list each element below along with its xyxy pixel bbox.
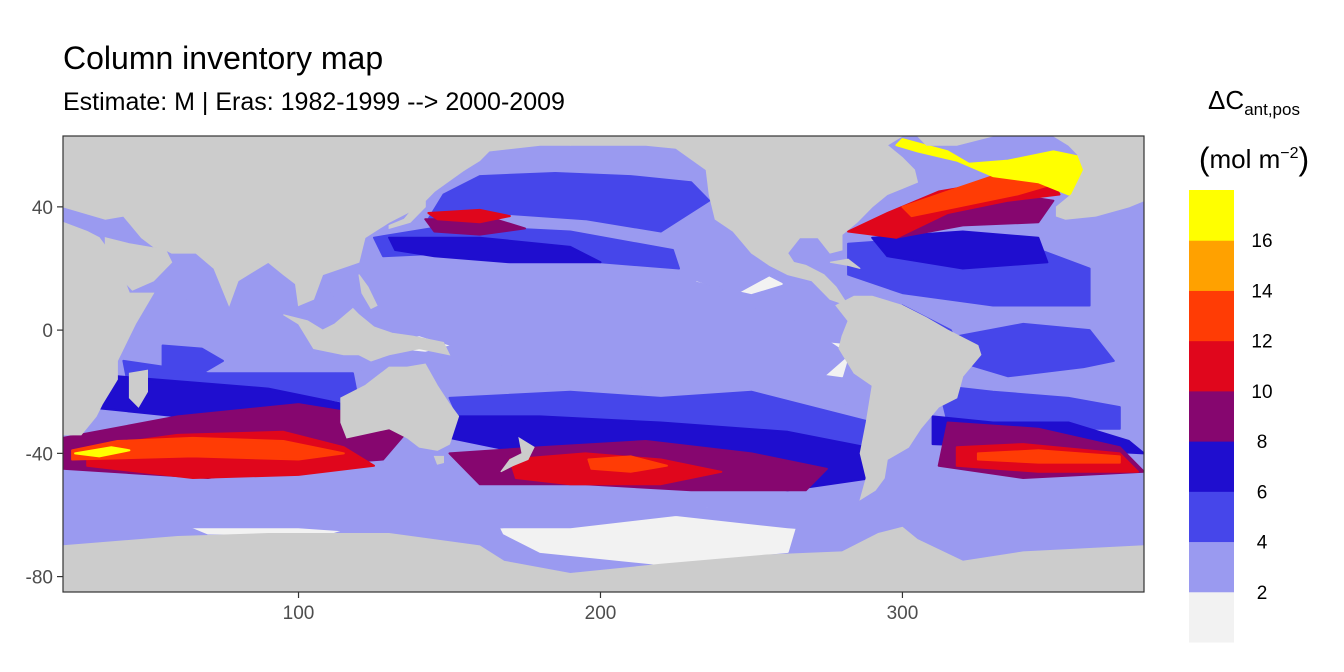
region-kuroshio-red [427, 208, 511, 224]
legend-swatch-0 [1189, 591, 1234, 643]
y-tick-label--40: -40 [26, 444, 53, 465]
land-africa [63, 221, 155, 436]
legend-swatch-2 [1189, 491, 1234, 543]
legend-unit: (mol m−2) [1198, 141, 1310, 177]
region-southern-ocean-outer-belt [63, 489, 1144, 535]
land-south-america [835, 295, 982, 501]
legend-swatch-1 [1189, 541, 1234, 593]
region-atlantic-orange-streak [976, 449, 1121, 464]
x-tick-label-100: 100 [283, 603, 315, 624]
region-atlantic-subtropical-deep [871, 230, 1049, 270]
land-antarctica [63, 526, 1144, 592]
legend-unit-prefix: mol m [1209, 144, 1281, 174]
region-north-pacific-dark-band [388, 236, 602, 264]
y-tick-label--80: -80 [26, 568, 53, 589]
legend-label-4: 4 [1257, 533, 1268, 554]
legend-unit-exponent: −2 [1280, 145, 1299, 162]
region-north-pacific-subtropical-blue [427, 172, 711, 233]
region-indian-orange-streak [71, 436, 345, 461]
land-madagascar [128, 369, 148, 408]
land-eurasia [63, 136, 571, 307]
chart-subtitle: Estimate: M | Eras: 1982-1999 --> 2000-2… [63, 88, 565, 116]
land-iceland [1026, 136, 1032, 137]
region-indian-yellow-flecks [74, 446, 131, 458]
land-maritime-southeast-asia [283, 307, 451, 362]
land-arabia [104, 237, 173, 291]
land-north-america [569, 136, 919, 307]
legend-swatch-3 [1189, 441, 1234, 492]
land-japan [388, 191, 432, 230]
legend-swatch-4 [1189, 390, 1234, 442]
x-tick-label-200: 200 [585, 603, 617, 624]
land-new-zealand [500, 436, 535, 473]
legend-label-6: 6 [1257, 482, 1268, 503]
legend-label-10: 10 [1251, 382, 1272, 403]
legend-swatch-6 [1189, 290, 1234, 342]
legend-swatch-7 [1189, 240, 1234, 291]
chart-title: Column inventory map [63, 40, 384, 76]
y-tick-label-40: 40 [32, 198, 53, 219]
legend-swatch-8 [1189, 190, 1234, 241]
legend-title-main: ΔC [1208, 85, 1245, 115]
legend-swatch-5 [1189, 340, 1234, 392]
land-europe-west [1052, 136, 1144, 220]
legend-label-12: 12 [1251, 332, 1272, 353]
land-philippines [358, 274, 378, 310]
x-tick-label-300: 300 [887, 603, 919, 624]
land-australia [340, 363, 460, 451]
panel-border [62, 135, 1145, 593]
land-kamchatka [463, 144, 490, 172]
land-greenland [916, 136, 994, 146]
legend-title-sub: ant,pos [1244, 100, 1300, 119]
land-cuba [829, 258, 861, 269]
region-antarctic-coast-white [540, 533, 767, 559]
legend-label-8: 8 [1257, 432, 1268, 453]
land-tasmania [433, 455, 444, 465]
legend-label-16: 16 [1251, 231, 1272, 252]
legend-label-2: 2 [1257, 583, 1268, 604]
y-tick-label-0: 0 [42, 321, 53, 342]
legend-label-14: 14 [1251, 281, 1273, 302]
region-pacific-orange-patch [587, 455, 668, 473]
legend-title: ΔCant,pos [1168, 82, 1340, 128]
